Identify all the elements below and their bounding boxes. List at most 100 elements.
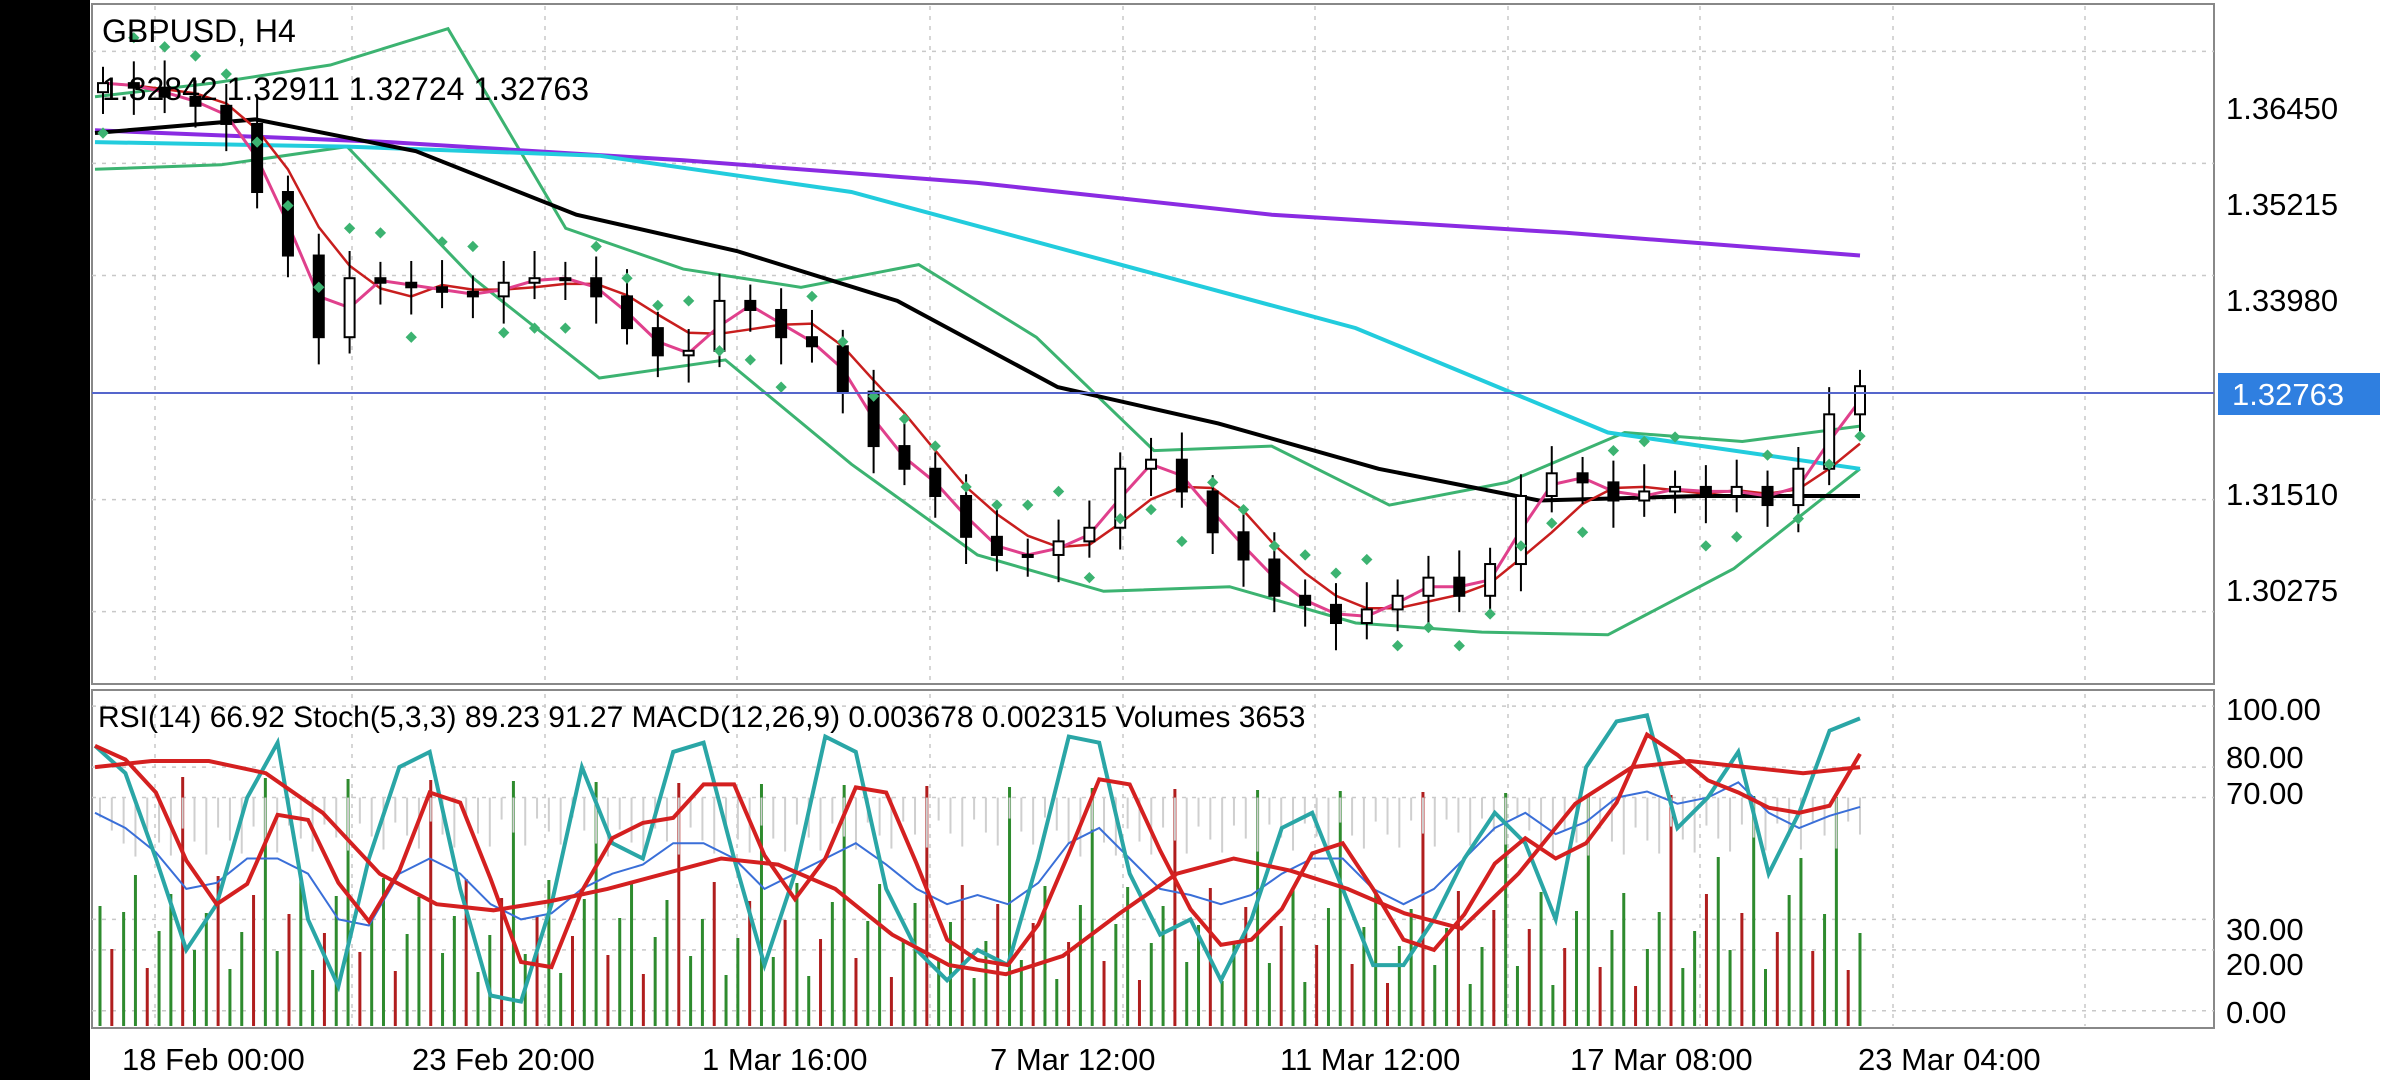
sar-dot xyxy=(960,481,972,493)
sar-dot xyxy=(1515,540,1527,552)
candle-body xyxy=(559,277,572,282)
candle-body xyxy=(1021,553,1034,558)
candle-body xyxy=(158,86,171,98)
sar-dot xyxy=(1022,499,1034,511)
sar-dot xyxy=(528,322,541,334)
candle-body xyxy=(466,290,479,298)
indicator-tick: 100.00 xyxy=(2226,692,2321,727)
candle-body xyxy=(1792,467,1805,507)
candle-body xyxy=(1638,490,1651,502)
candle-body xyxy=(436,286,449,293)
bollinger-bands xyxy=(94,26,1861,637)
indicator-tick: 80.00 xyxy=(2226,740,2304,775)
candle-body xyxy=(528,277,541,284)
sar-dot xyxy=(1391,640,1404,652)
candle-body xyxy=(990,535,1003,556)
time-label: 17 Mar 08:00 xyxy=(1570,1042,1753,1077)
sar-dot xyxy=(1330,567,1342,579)
sar-dot xyxy=(1731,531,1743,543)
candle-body xyxy=(189,95,202,107)
sar-dot xyxy=(436,236,448,248)
sar-dot xyxy=(251,136,263,148)
time-label: 11 Mar 12:00 xyxy=(1280,1042,1460,1077)
sar-dot xyxy=(1207,476,1219,489)
bollinger-lower-band xyxy=(94,145,1861,637)
sar-dot xyxy=(1453,640,1465,652)
candle-body xyxy=(1422,576,1435,597)
candle-body xyxy=(281,191,294,257)
ma-red-line xyxy=(102,81,1861,610)
price-panel[interactable] xyxy=(91,3,2215,685)
price-tick: 1.33980 xyxy=(2226,283,2338,318)
parabolic-sar xyxy=(97,32,1866,652)
price-tick: 1.36450 xyxy=(2226,91,2338,126)
sar-dot xyxy=(929,440,941,452)
candle-body xyxy=(1268,558,1281,597)
time-label: 1 Mar 16:00 xyxy=(702,1042,867,1077)
candle-body xyxy=(1699,485,1712,497)
sar-dot xyxy=(282,199,294,212)
candle-body xyxy=(898,445,911,470)
candle-body xyxy=(651,327,664,357)
sar-dot xyxy=(1052,485,1065,498)
sar-dot xyxy=(1114,513,1126,525)
sar-dot xyxy=(498,327,510,339)
candle-body xyxy=(1391,594,1404,611)
sar-dot xyxy=(590,240,602,253)
sar-dot xyxy=(1700,540,1712,552)
sar-dot xyxy=(1176,535,1188,548)
candle-body xyxy=(805,336,818,348)
candle-body xyxy=(1114,467,1127,529)
candle-body xyxy=(1607,481,1620,502)
sar-dot xyxy=(1823,458,1835,470)
sar-dot xyxy=(1761,449,1774,461)
time-axis: 18 Feb 00:00 23 Feb 20:00 1 Mar 16:00 7 … xyxy=(122,1042,2041,1077)
sar-dot xyxy=(1237,503,1250,516)
sar-dot xyxy=(713,345,726,357)
sar-dot xyxy=(991,499,1003,511)
moving-averages xyxy=(94,81,1862,618)
candle-body xyxy=(1761,485,1774,507)
symbol-timeframe: GBPUSD, H4 xyxy=(102,13,296,49)
ma-purple-line xyxy=(94,128,1861,258)
indicator-tick: 70.00 xyxy=(2226,776,2304,811)
candle-body xyxy=(343,277,356,339)
candle-body xyxy=(1083,526,1096,543)
candle-body xyxy=(127,82,140,89)
sar-dot xyxy=(621,272,633,284)
stoch-signal-line xyxy=(94,731,1862,970)
ma-pink-line xyxy=(102,81,1862,618)
candle-body xyxy=(1669,485,1682,493)
price-tick: 1.30275 xyxy=(2226,573,2338,608)
candle-body xyxy=(220,104,233,125)
candle-body xyxy=(713,299,726,352)
indicator-lines xyxy=(93,712,1862,1004)
time-label: 7 Mar 12:00 xyxy=(990,1042,1155,1077)
candle-body xyxy=(1576,472,1589,484)
sar-dot xyxy=(1792,513,1805,525)
sar-dot xyxy=(1083,571,1096,584)
candle-body xyxy=(251,122,264,194)
sar-dot xyxy=(1484,608,1496,620)
bollinger-upper-band xyxy=(94,26,1861,507)
sar-dot xyxy=(806,290,818,303)
candle-body xyxy=(374,277,387,284)
candle-body xyxy=(1484,563,1497,597)
time-label: 18 Feb 00:00 xyxy=(122,1042,305,1077)
candle-body xyxy=(1730,485,1743,497)
price-tick: 1.35215 xyxy=(2226,187,2338,222)
sar-dot xyxy=(374,227,387,239)
sar-dot xyxy=(158,41,171,53)
sar-dot xyxy=(128,32,140,44)
candle-body xyxy=(836,345,849,393)
indicator-tick: 30.00 xyxy=(2226,912,2304,947)
indicator-header: RSI(14) 66.92 Stoch(5,3,3) 89.23 91.27 M… xyxy=(98,701,1305,734)
sar-dot xyxy=(683,295,695,307)
ma-black-line xyxy=(94,117,1860,503)
price-tick: 1.31510 xyxy=(2226,477,2338,512)
sar-dot xyxy=(1268,540,1280,552)
indicator-panel[interactable] xyxy=(91,689,2215,1029)
indicator-tick: 20.00 xyxy=(2226,947,2304,982)
